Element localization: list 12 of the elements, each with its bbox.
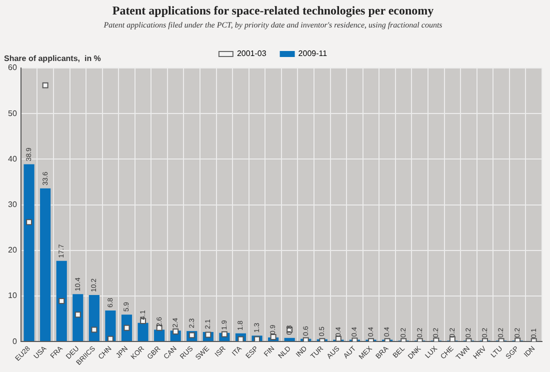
chart-subtitle: Patent applications filed under the PCT, by priority date and inventor's residence, using fractional counts bbox=[102, 20, 442, 30]
y-tick-label: 10 bbox=[8, 291, 18, 300]
y-axis-title: Share of applicants, in % bbox=[4, 54, 101, 64]
y-tick-label: 0 bbox=[12, 336, 18, 346]
legend-label: 2009-11 bbox=[298, 49, 328, 58]
y-tick-label: 20 bbox=[8, 246, 18, 255]
y-tick-label: 50 bbox=[8, 108, 18, 118]
y-tick-label: 30 bbox=[8, 200, 18, 209]
y-tick-label: 40 bbox=[8, 154, 18, 164]
y-tick-label: 60 bbox=[8, 63, 18, 72]
legend-label: 2001-03 bbox=[236, 49, 267, 58]
chart-title: Patent applications for space-related technologies per economy bbox=[112, 3, 434, 18]
